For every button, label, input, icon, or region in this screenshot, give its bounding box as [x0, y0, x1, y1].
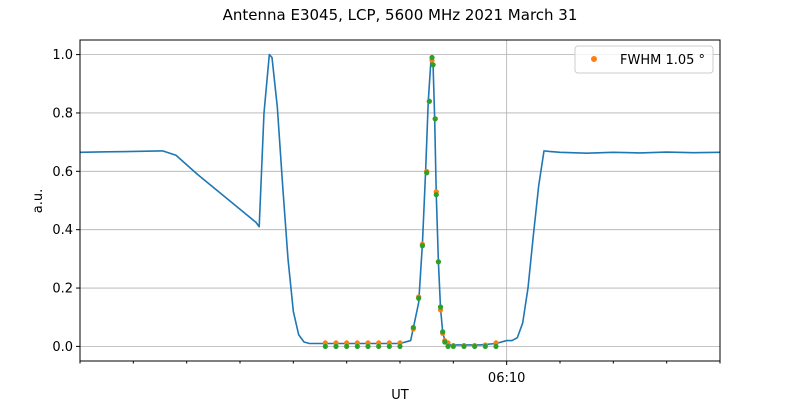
series-2-point [450, 343, 456, 350]
series-2-point [426, 98, 432, 104]
chart-title: Antenna E3045, LCP, 5600 MHz 2021 March … [223, 6, 578, 24]
y-tick-label: 0.4 [52, 223, 73, 238]
x-axis-label: UT [391, 388, 409, 400]
series-2-point [445, 343, 451, 350]
series-2-point [410, 324, 416, 331]
legend-box [574, 45, 714, 74]
axes: 0.0 0.2 0.4 0.6 0.8 1.0 06:10 [52, 48, 721, 386]
series-2-point [432, 116, 438, 122]
legend-marker [591, 56, 597, 62]
series-2-point [397, 343, 403, 350]
legend: FWHM 1.05 ° [574, 45, 714, 74]
series-line-0 [79, 53, 721, 346]
legend-label: FWHM 1.05 ° [620, 53, 705, 68]
series-2-point [424, 170, 430, 176]
series-2-point [376, 343, 382, 350]
series-2-point [354, 343, 360, 350]
y-tick-label: 0.8 [52, 106, 73, 121]
series-2-point [433, 192, 439, 198]
series-2-point [333, 343, 339, 350]
series-2-point [365, 343, 371, 350]
series-2-point [344, 343, 350, 350]
y-tick-label: 0.6 [52, 165, 73, 180]
y-tick-label: 0.2 [52, 282, 73, 297]
y-tick-label: 1.0 [52, 48, 73, 63]
series-2-point [493, 343, 499, 350]
series-2-point [435, 259, 441, 265]
series-2-point [322, 343, 328, 350]
series-2-point [442, 339, 448, 345]
series-2-point [437, 304, 444, 310]
series-2-point [419, 243, 425, 249]
series-2-point [430, 62, 436, 68]
y-axis-label: a.u. [31, 189, 46, 213]
y-tick-label: 0.0 [52, 340, 73, 355]
series-2-point [440, 329, 446, 335]
series-2-point [472, 343, 478, 350]
series-2-point [416, 295, 422, 301]
series-2-point [386, 343, 392, 350]
x-tick-label: 06:10 [488, 371, 525, 386]
series-2-point [461, 343, 467, 350]
series-2-point [429, 54, 435, 61]
series-2-point [482, 343, 488, 350]
plot-data [79, 53, 721, 350]
